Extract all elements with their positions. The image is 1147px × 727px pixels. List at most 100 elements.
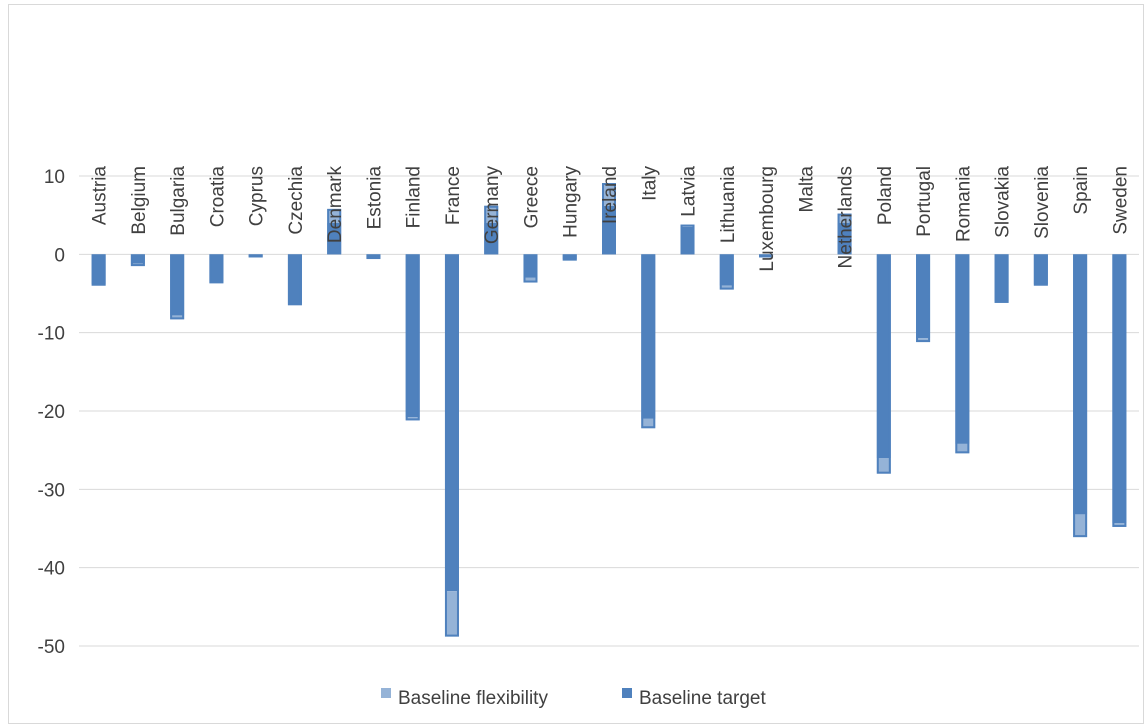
bar-outline-spain xyxy=(1073,254,1088,538)
bar-target-germany xyxy=(484,223,499,255)
legend-swatch-baseline-flexibility xyxy=(381,688,391,698)
category-label-poland: Poland xyxy=(875,166,896,225)
bar-outline-slovakia xyxy=(994,254,1009,303)
category-label-portugal: Portugal xyxy=(914,166,935,237)
bar-outline-belgium xyxy=(130,254,145,267)
bar-outline-lithuania xyxy=(719,254,734,290)
bar-flexibility-denmark xyxy=(327,208,342,223)
category-label-greece: Greece xyxy=(521,166,542,228)
bar-target-romania xyxy=(955,254,970,444)
bar-target-lithuania xyxy=(719,254,734,286)
bar-target-greece xyxy=(523,254,538,278)
category-label-netherlands: Netherlands xyxy=(836,166,857,268)
bars xyxy=(91,183,1127,637)
bar-target-czechia xyxy=(287,254,302,304)
bar-outline-ireland xyxy=(602,183,616,255)
bar-flexibility-spain xyxy=(1073,514,1088,538)
bar-outline-czechia xyxy=(287,254,302,306)
bar-outline-slovenia xyxy=(1033,254,1048,286)
bar-outline-latvia xyxy=(680,224,695,255)
category-label-france: France xyxy=(443,166,464,225)
bar-flexibility-ireland xyxy=(602,183,616,206)
bar-target-latvia xyxy=(680,226,695,255)
bar-outline-hungary xyxy=(562,254,577,261)
bar-flexibility-france xyxy=(444,591,459,637)
bar-chart: 10 0 -10 -20 -30 -40 -50 Austria Belgium Bulgari… xyxy=(38,166,1139,709)
legend: Baseline flexibility Baseline target xyxy=(381,688,766,709)
category-label-estonia: Estonia xyxy=(364,166,385,230)
y-tick-label: -20 xyxy=(38,402,65,423)
bar-flexibility-italy xyxy=(641,418,656,429)
y-axis-tick-labels: 10 0 -10 -20 -30 -40 -50 xyxy=(38,167,65,658)
bar-outline-cyprus xyxy=(248,254,263,258)
category-label-germany: Germany xyxy=(482,166,503,245)
category-label-hungary: Hungary xyxy=(561,166,582,238)
bar-outline-estonia xyxy=(366,254,381,260)
category-label-malta: Malta xyxy=(796,166,817,213)
y-tick-label: -30 xyxy=(38,480,65,501)
bar-target-poland xyxy=(876,254,891,458)
bar-outline-sweden xyxy=(1112,254,1127,527)
bar-outline-bulgaria xyxy=(170,254,185,320)
category-label-slovenia: Slovenia xyxy=(1032,166,1053,239)
bar-outline-finland xyxy=(405,254,420,421)
bar-target-netherlands xyxy=(837,223,852,255)
bar-outline-italy xyxy=(641,254,656,429)
category-label-latvia: Latvia xyxy=(679,166,700,217)
bar-target-france xyxy=(444,254,459,592)
bar-target-spain xyxy=(1073,254,1088,515)
legend-label-baseline-flexibility: Baseline flexibility xyxy=(398,688,548,709)
category-labels: Austria Belgium Bulgaria Croatia Cyprus Czech… xyxy=(90,166,1132,272)
bar-outline-luxembourg xyxy=(759,254,774,258)
bar-outline-denmark xyxy=(327,208,342,255)
category-label-romania: Romania xyxy=(953,166,974,242)
bar-outline-netherlands xyxy=(837,213,852,255)
bar-flexibility-germany xyxy=(484,205,499,223)
category-label-luxembourg: Luxembourg xyxy=(757,166,778,272)
legend-swatch-baseline-target xyxy=(622,688,632,698)
bar-target-denmark xyxy=(327,223,342,255)
category-label-italy: Italy xyxy=(639,166,660,201)
bar-flexibility-romania xyxy=(955,443,970,454)
bar-outline-croatia xyxy=(209,254,224,284)
bar-target-slovenia xyxy=(1033,254,1048,285)
category-label-slovakia: Slovakia xyxy=(993,166,1014,238)
category-label-croatia: Croatia xyxy=(207,166,228,228)
category-label-denmark: Denmark xyxy=(325,166,346,244)
y-tick-label: 10 xyxy=(44,167,65,188)
bar-outline-portugal xyxy=(916,254,931,343)
bar-flexibility-netherlands xyxy=(837,213,852,223)
category-label-spain: Spain xyxy=(1071,166,1092,215)
bar-outline-poland xyxy=(876,254,891,474)
bar-target-austria xyxy=(91,254,106,285)
bar-target-bulgaria xyxy=(170,254,185,316)
chart-frame: 10 0 -10 -20 -30 -40 -50 Austria Belgium Bulgari… xyxy=(8,4,1144,724)
category-label-sweden: Sweden xyxy=(1110,166,1131,235)
y-tick-label: -40 xyxy=(38,559,65,580)
bar-target-ireland xyxy=(602,205,616,255)
y-tick-label: -10 xyxy=(38,324,65,345)
category-label-austria: Austria xyxy=(90,166,111,226)
bar-target-finland xyxy=(405,254,420,418)
bar-flexibility-poland xyxy=(876,458,891,474)
bar-outline-austria xyxy=(91,254,106,286)
bar-target-sweden xyxy=(1112,254,1127,524)
bar-target-belgium xyxy=(130,254,145,264)
bar-flexibility-greece xyxy=(523,277,538,283)
category-label-lithuania: Lithuania xyxy=(718,166,739,244)
category-label-cyprus: Cyprus xyxy=(247,166,268,226)
y-tick-label: 0 xyxy=(54,245,65,266)
bar-outline-greece xyxy=(523,254,538,283)
bar-outline-romania xyxy=(955,254,970,454)
bar-outline-germany xyxy=(484,205,499,255)
category-label-belgium: Belgium xyxy=(129,166,150,235)
bar-target-slovakia xyxy=(994,254,1009,302)
legend-label-baseline-target: Baseline target xyxy=(639,688,766,709)
bar-target-hungary xyxy=(562,254,577,260)
y-tick-label: -50 xyxy=(38,637,65,658)
bar-target-portugal xyxy=(916,254,931,339)
category-label-bulgaria: Bulgaria xyxy=(168,166,189,236)
category-label-finland: Finland xyxy=(404,166,425,228)
bar-target-croatia xyxy=(209,254,224,282)
category-label-czechia: Czechia xyxy=(286,166,307,235)
